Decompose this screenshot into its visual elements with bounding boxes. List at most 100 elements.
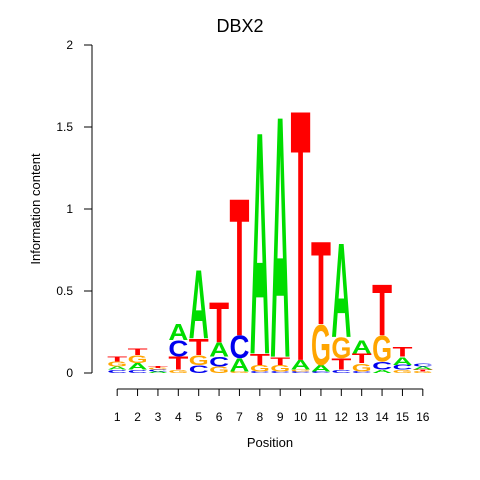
logo-letter-T: T [352, 351, 373, 366]
logo-letter-C: C [209, 354, 229, 370]
logo-letter-G: G [413, 371, 433, 374]
logo-letter-C: C [331, 369, 351, 374]
logo-letter-A: A [209, 339, 229, 362]
logo-letter-T: T [168, 353, 188, 374]
chart-title: DBX2 [216, 16, 263, 36]
logo-letter-C: C [291, 371, 311, 374]
x-tick-label: 4 [175, 410, 182, 424]
logo-letter-A: A [148, 371, 168, 374]
x-tick-label: 6 [216, 410, 223, 424]
x-tick-label: 10 [294, 410, 308, 424]
x-tick-label: 7 [236, 410, 243, 424]
logo-letter-A: A [413, 366, 433, 371]
logo-letter-G: G [229, 371, 249, 374]
x-tick-label: 9 [277, 410, 284, 424]
x-tick-label: 14 [375, 410, 389, 424]
x-tick-label: 2 [134, 410, 141, 424]
x-tick-label: 3 [155, 410, 162, 424]
y-tick-label: 2 [66, 38, 73, 52]
x-axis: 1 2 3 4 5 6 7 8 9 10 11 12 13 14 15 16 [114, 388, 430, 424]
logo-letter-C: C [311, 371, 331, 374]
logo-letter-T: T [107, 356, 128, 364]
logo-letter-T: T [209, 290, 229, 354]
y-axis: 0 0.5 1 1.5 2 [56, 38, 93, 380]
logo-letter-C: C [168, 337, 188, 362]
logo-letter-C: C [413, 363, 433, 368]
logo-letter-G: G [352, 362, 372, 375]
logo-letter-A: A [352, 337, 372, 357]
logo-letter-A: A [392, 355, 412, 367]
logo-letter-T: T [311, 216, 331, 350]
logo-letter-C: C [189, 363, 209, 375]
logo-letter-A: A [189, 251, 209, 360]
y-axis-title: Information content [28, 153, 43, 265]
logo-letter-G: G [189, 353, 209, 368]
x-tick-label: 11 [315, 410, 328, 424]
logo-letter-T: T [331, 356, 351, 373]
logo-letter-C: C [229, 330, 249, 365]
logo-letter-T: T [250, 351, 270, 368]
logo-letter-C: C [128, 369, 148, 374]
logo-letter-C: C [270, 371, 290, 374]
logo-letter-C: C [250, 371, 270, 374]
logo-letter-G: G [331, 331, 351, 364]
logo-letter-C: C [107, 369, 127, 374]
y-tick-label: 0.5 [56, 284, 73, 298]
logo-letter-A: A [311, 363, 331, 373]
logo-letter-G: G [291, 369, 311, 372]
logo-letter-T: T [392, 345, 413, 360]
logo-letter-C: C [352, 371, 372, 374]
x-tick-label: 13 [355, 410, 369, 424]
x-tick-label: 15 [396, 410, 410, 424]
logo-letter-A: A [270, 44, 290, 430]
logo-letter-A: A [168, 320, 188, 345]
x-axis-title: Position [247, 435, 293, 450]
logo-letter-T: T [372, 271, 392, 352]
logo-letter-T: T [270, 355, 290, 368]
y-tick-label: 1.5 [56, 120, 73, 134]
logo-letter-G: G [168, 369, 188, 374]
logo-letter-A: A [128, 362, 148, 372]
logo-letter-T: T [291, 36, 311, 437]
logo-letter-C: C [372, 360, 392, 372]
x-tick-label: 8 [256, 410, 263, 424]
logo-letter-T: T [128, 347, 148, 357]
logo-letter-G: G [372, 328, 392, 370]
logo-letter-T: T [413, 369, 433, 372]
logo-letter-G: G [128, 353, 148, 366]
logo-letter-G: G [270, 364, 290, 374]
x-tick-label: 1 [114, 410, 121, 424]
logo-letter-C: C [148, 369, 168, 372]
x-tick-label: 16 [416, 410, 430, 424]
logo-letter-A: A [229, 355, 249, 375]
logo-letter-A: A [331, 215, 351, 366]
logo-letter-A: A [291, 357, 311, 373]
logo-letter-C: C [392, 364, 412, 372]
logo-letter-T: T [148, 366, 168, 369]
logo-letter-G: G [250, 364, 270, 374]
x-tick-label: 12 [335, 410, 349, 424]
x-tick-label: 5 [195, 410, 202, 424]
y-tick-label: 1 [66, 202, 73, 216]
logo-letter-T: T [229, 157, 249, 377]
logo-letter-G: G [107, 360, 127, 368]
y-tick-label: 0 [66, 366, 73, 380]
logo-letter-T: T [189, 334, 209, 360]
